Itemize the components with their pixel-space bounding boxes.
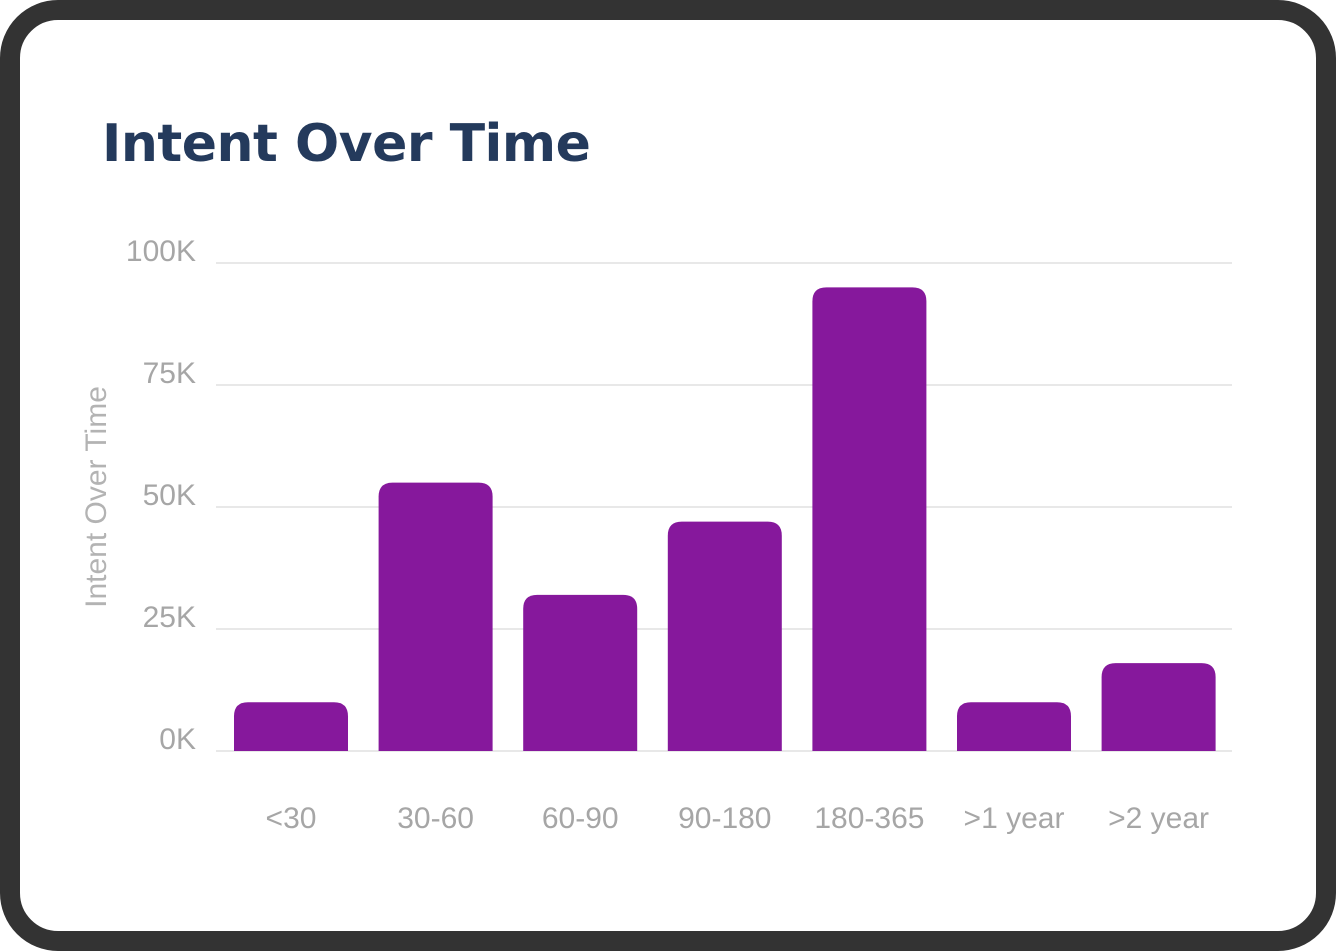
x-tick-label: <30 <box>266 802 317 835</box>
y-tick-label: 0K <box>159 723 196 756</box>
y-tick-label: 50K <box>143 479 196 512</box>
bar-3 <box>523 594 638 751</box>
bar-7 <box>1101 663 1216 751</box>
x-tick-label: >1 year <box>964 802 1065 835</box>
chart-title: Intent Over Time <box>102 114 591 174</box>
bar-1 <box>234 702 348 751</box>
x-tick-label: 60-90 <box>542 802 619 835</box>
y-axis-title: Intent Over Time <box>80 386 113 608</box>
x-tick-label: 180-365 <box>814 802 924 835</box>
bar-2 <box>378 482 493 751</box>
x-tick-label: 90-180 <box>678 802 771 835</box>
bar-4 <box>667 521 782 751</box>
y-axis-ticks: 0K 25K 50K 75K 100K <box>126 235 196 756</box>
x-tick-label: >2 year <box>1108 802 1209 835</box>
bar-6 <box>957 702 1071 751</box>
x-axis-ticks: <30 30-60 60-90 90-180 180-365 >1 year >2 year <box>266 802 1210 835</box>
y-tick-label: 75K <box>143 357 196 390</box>
x-tick-label: 30-60 <box>397 802 474 835</box>
y-tick-label: 25K <box>143 601 196 634</box>
bar-5 <box>812 287 927 751</box>
y-tick-label: 100K <box>126 235 196 268</box>
bars <box>234 287 1216 751</box>
